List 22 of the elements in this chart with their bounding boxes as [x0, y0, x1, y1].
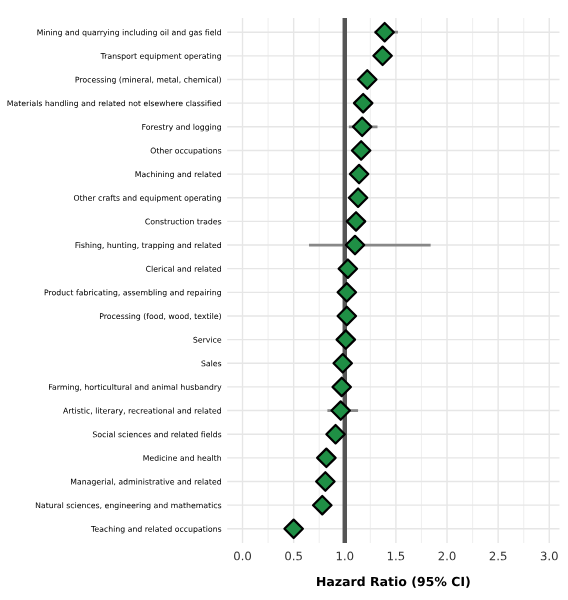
point: [331, 376, 353, 398]
point: [352, 92, 374, 114]
point: [345, 211, 367, 232]
point: [344, 234, 366, 256]
point: [336, 305, 358, 327]
point: [351, 116, 373, 138]
point: [332, 352, 354, 374]
point: [337, 258, 359, 279]
point: [372, 45, 393, 67]
point: [315, 471, 336, 492]
point: [374, 21, 395, 43]
point: [325, 423, 346, 445]
point: [350, 140, 372, 161]
point: [356, 69, 378, 90]
point: [347, 187, 369, 209]
point: [336, 282, 358, 303]
point: [330, 400, 352, 421]
point: [335, 329, 357, 350]
point: [283, 518, 304, 540]
point: [311, 494, 333, 516]
point: [348, 163, 370, 185]
point: [316, 447, 337, 469]
